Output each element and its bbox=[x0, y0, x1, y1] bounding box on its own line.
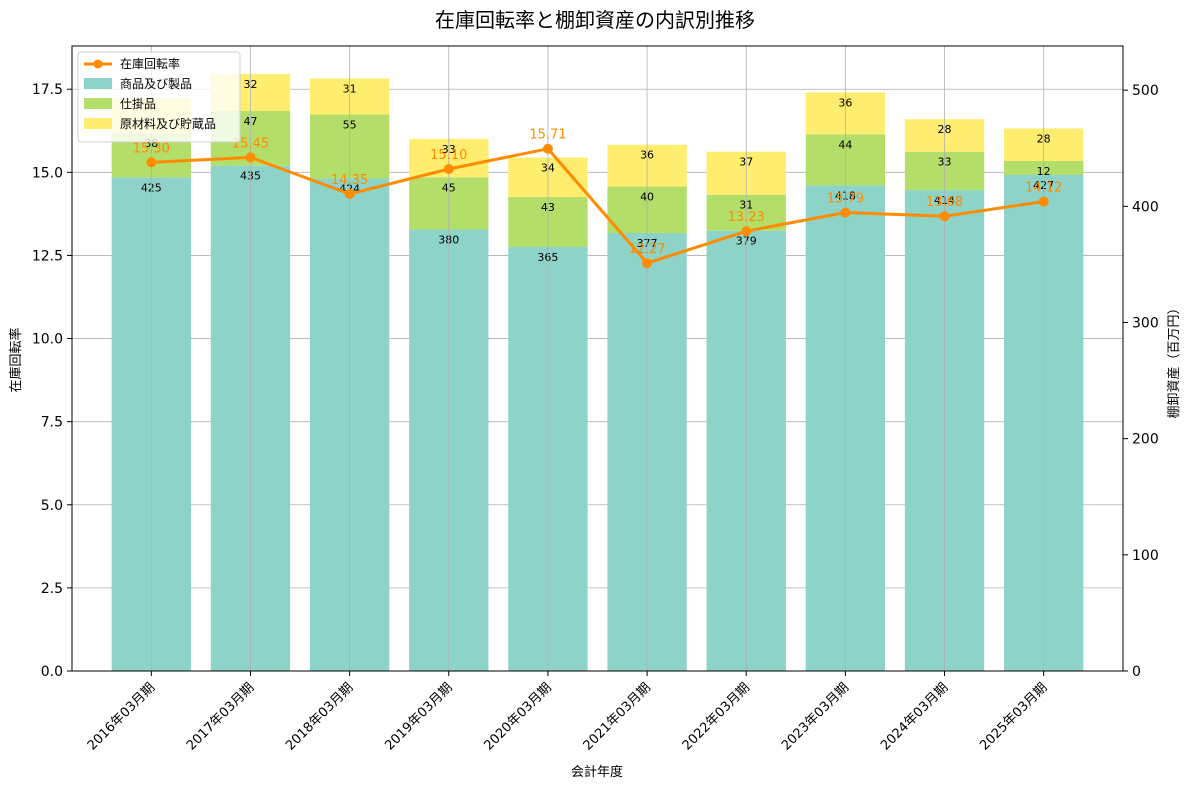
y-left-tick-label: 12.5 bbox=[32, 248, 63, 264]
rate-value-label: 15.10 bbox=[430, 148, 467, 163]
y-left-tick-label: 0.0 bbox=[41, 664, 63, 680]
legend-label: 仕掛品 bbox=[120, 96, 156, 111]
legend-swatch bbox=[84, 118, 112, 129]
y-left-tick-label: 7.5 bbox=[41, 415, 63, 431]
y-left-tick-label: 5.0 bbox=[41, 498, 63, 514]
rate-point bbox=[840, 207, 851, 218]
plot-frame bbox=[71, 45, 1124, 672]
y-right-tick-label: 500 bbox=[1132, 83, 1159, 99]
legend-label: 原材料及び貯蔵品 bbox=[120, 117, 216, 131]
rate-value-label: 13.23 bbox=[728, 210, 765, 225]
x-tick-label: 2017年03月期 bbox=[184, 680, 257, 753]
x-tick-label: 2019年03月期 bbox=[382, 680, 455, 753]
x-tick-label: 2022年03月期 bbox=[680, 680, 753, 753]
x-tick-label: 2020年03月期 bbox=[481, 680, 554, 753]
legend-label: 商品及び製品 bbox=[120, 76, 192, 91]
rate-value-label: 15.30 bbox=[133, 141, 170, 156]
y-right-tick-label: 0 bbox=[1132, 664, 1141, 680]
rate-line bbox=[151, 147, 1044, 265]
rate-point bbox=[1038, 196, 1049, 207]
y-left-tick-label: 2.5 bbox=[41, 581, 63, 597]
rate-point bbox=[741, 226, 752, 237]
x-tick-label: 2024年03月期 bbox=[878, 680, 951, 753]
x-tick-label: 2018年03月期 bbox=[283, 680, 356, 753]
y-right-tick-label: 200 bbox=[1132, 432, 1159, 448]
rate-value-label: 12.27 bbox=[628, 242, 665, 257]
y-right-tick-label: 300 bbox=[1132, 315, 1159, 331]
y-axis-right-label: 棚卸資産（百万円） bbox=[1166, 301, 1182, 418]
rate-point bbox=[939, 211, 950, 222]
legend-box bbox=[77, 51, 241, 143]
x-tick-label: 2021年03月期 bbox=[581, 680, 654, 753]
x-tick-label: 2023年03月期 bbox=[779, 680, 852, 753]
rate-point bbox=[146, 157, 157, 168]
line-layer: 15.30 15.45 14.35 15.10 15.71 12.27 13.23 13.79… bbox=[133, 46, 1062, 671]
rate-point bbox=[443, 164, 454, 175]
legend-swatch bbox=[84, 78, 112, 89]
rate-value-label: 13.68 bbox=[926, 195, 963, 210]
rate-point bbox=[344, 188, 355, 199]
legend-line-marker bbox=[93, 59, 103, 69]
legend-label: 在庫回転率 bbox=[120, 56, 180, 71]
y-right-tick-label: 400 bbox=[1132, 199, 1159, 215]
rate-point bbox=[245, 152, 256, 163]
rate-value-label: 15.71 bbox=[529, 128, 566, 143]
rate-value-label: 13.79 bbox=[827, 192, 864, 207]
y-left-tick-label: 17.5 bbox=[32, 82, 63, 98]
x-axis-label: 会計年度 bbox=[571, 764, 623, 780]
rate-value-label: 14.12 bbox=[1025, 181, 1062, 196]
x-tick-label: 2025年03月期 bbox=[977, 680, 1050, 753]
rate-point bbox=[542, 143, 553, 154]
x-tick-label: 2016年03月期 bbox=[85, 680, 158, 753]
y-right-tick-label: 100 bbox=[1132, 548, 1159, 564]
chart-title: 在庫回転率と棚卸資産の内訳別推移 bbox=[435, 8, 755, 32]
legend-swatch bbox=[84, 98, 112, 109]
y-axis-left-label: 在庫回転率 bbox=[8, 327, 24, 392]
y-left-tick-label: 15.0 bbox=[32, 165, 63, 181]
y-left-tick-label: 10.0 bbox=[32, 332, 63, 348]
rate-point bbox=[642, 258, 653, 269]
axes-layer: 0.0 2.5 5.0 7.5 10.0 12.5 15.0 17.5 0 100 200 300 40… bbox=[32, 45, 1159, 754]
rate-value-label: 14.35 bbox=[331, 173, 368, 188]
rate-value-label: 15.45 bbox=[232, 136, 269, 151]
